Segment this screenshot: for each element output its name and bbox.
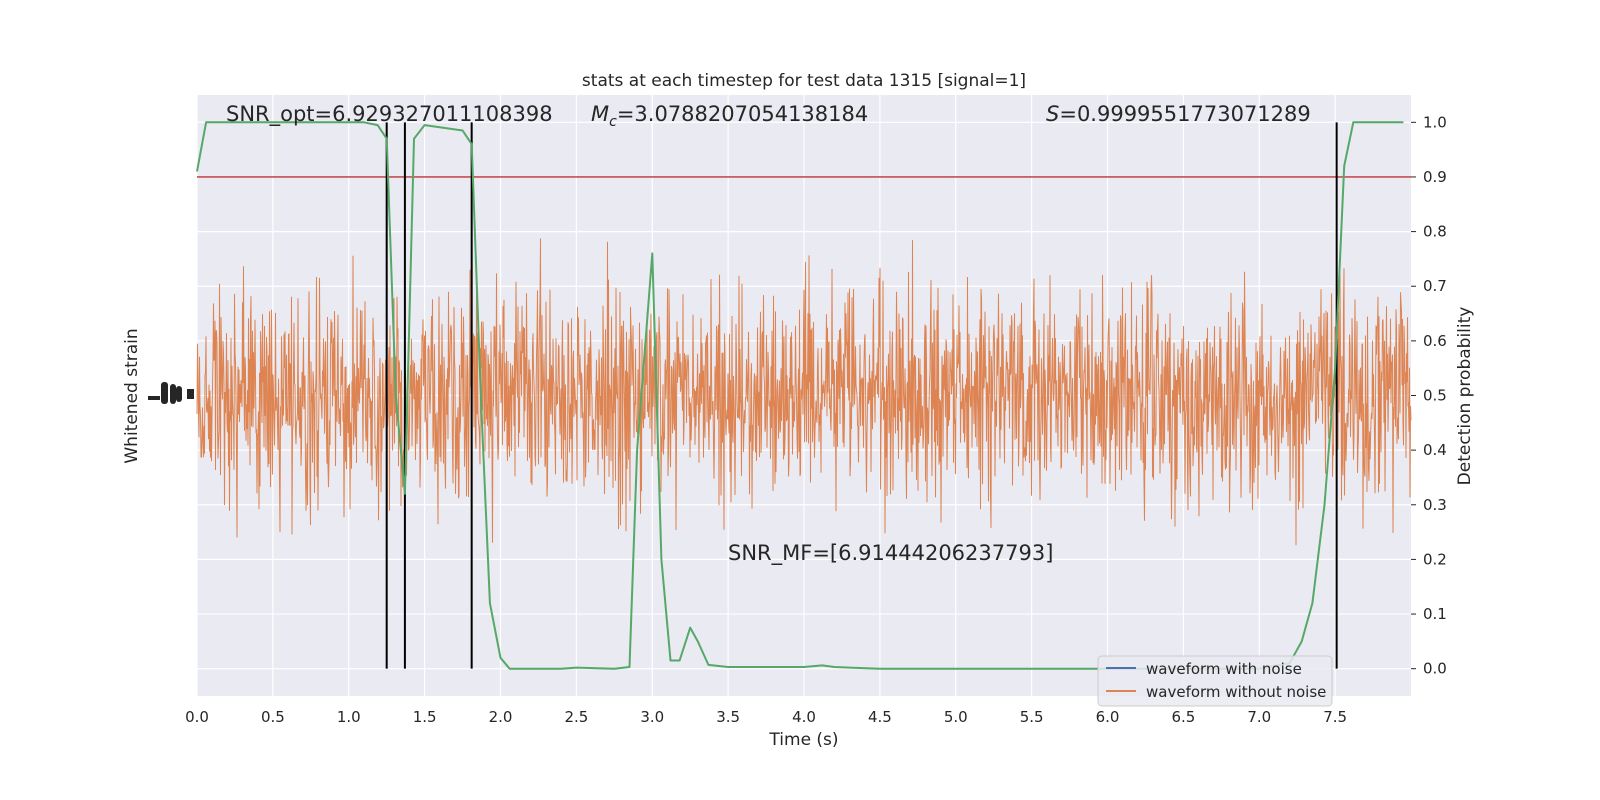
y-tick-label: 0.7 <box>1423 277 1447 295</box>
legend-label-with-noise: waveform with noise <box>1146 660 1302 678</box>
x-tick-label: 2.5 <box>564 708 588 726</box>
x-tick-label: 1.5 <box>413 708 437 726</box>
left-tick-blob <box>176 386 182 402</box>
x-axis-ticks: 0.0 0.5 1.0 1.5 2.0 2.5 3.0 3.5 4.0 4.5 5.0 5.5 6.0 6… <box>185 708 1347 726</box>
x-tick-label: 7.0 <box>1247 708 1271 726</box>
annotation-s: S=0.9999551773071289 <box>1046 102 1311 126</box>
y-tick-label: 0.8 <box>1423 223 1447 241</box>
s-symbol: S <box>1046 102 1059 126</box>
annotation-snr-opt: SNR_opt=6.929327011108398 <box>226 102 553 127</box>
left-tick-blob <box>161 382 168 404</box>
legend-label-without-noise: waveform without noise <box>1146 683 1326 701</box>
x-tick-label: 3.0 <box>640 708 664 726</box>
left-tick-blob <box>170 384 176 404</box>
y-tick-label: 0.3 <box>1423 496 1447 514</box>
waveform-without-noise-trace <box>196 238 1412 546</box>
chirp-mass-value: =3.0788207054138184 <box>617 102 868 126</box>
x-tick-label: 1.0 <box>337 708 361 726</box>
x-tick-label: 4.5 <box>868 708 892 726</box>
x-tick-label: 4.0 <box>792 708 816 726</box>
x-tick-label: 7.5 <box>1323 708 1347 726</box>
chirp-mass-subscript: c <box>609 114 617 130</box>
y-tick-label: 0.0 <box>1423 660 1447 678</box>
legend: waveform with noise waveform without noi… <box>1097 655 1333 707</box>
annotation-chirp-mass: Mc=3.0788207054138184 <box>591 102 868 130</box>
left-tick-blob <box>148 396 160 400</box>
detection-marks <box>385 122 1338 669</box>
y-axis-left-label: Whitened strain <box>122 328 142 463</box>
x-tick-label: 6.0 <box>1096 708 1120 726</box>
x-tick-label: 6.5 <box>1171 708 1195 726</box>
y-tick-label: 1.0 <box>1423 113 1447 131</box>
s-value: =0.9999551773071289 <box>1059 102 1310 126</box>
y-tick-label: 0.4 <box>1423 441 1447 459</box>
waveform-without-noise-line <box>196 238 1412 546</box>
x-tick-label: 3.5 <box>716 708 740 726</box>
y-tick-label: 0.2 <box>1423 550 1447 568</box>
chirp-mass-symbol: M <box>591 102 609 126</box>
x-tick-label: 2.0 <box>489 708 513 726</box>
left-axis-overlapping-ticks <box>148 382 194 404</box>
y-axis-right-label: Detection probability <box>1455 307 1475 486</box>
y-axis-right-ticks: 0.0 0.1 0.2 0.3 0.4 0.5 0.6 0.7 0.8 0.9 1.0 <box>1411 113 1447 678</box>
x-tick-label: 0.5 <box>261 708 285 726</box>
y-tick-label: 0.9 <box>1423 168 1447 186</box>
y-tick-label: 0.1 <box>1423 605 1447 623</box>
chart-title: stats at each timestep for test data 131… <box>582 71 1026 91</box>
x-tick-label: 5.5 <box>1020 708 1044 726</box>
legend-box <box>1097 655 1333 707</box>
x-tick-label: 5.0 <box>944 708 968 726</box>
x-tick-label: 0.0 <box>185 708 209 726</box>
y-tick-label: 0.6 <box>1423 332 1447 350</box>
left-tick-blob <box>187 389 194 399</box>
x-axis-label: Time (s) <box>768 730 838 750</box>
annotation-snr-mf: SNR_MF=[6.91444206237793] <box>728 541 1053 566</box>
y-tick-label: 0.5 <box>1423 387 1447 405</box>
